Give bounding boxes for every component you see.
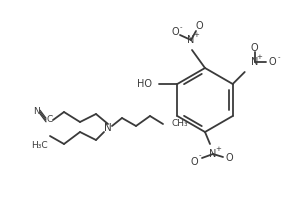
Text: O: O xyxy=(251,43,258,53)
Text: N: N xyxy=(251,57,258,67)
Text: O: O xyxy=(269,57,276,67)
Text: +: + xyxy=(215,146,221,152)
Text: N: N xyxy=(32,108,39,117)
Text: +: + xyxy=(257,54,263,60)
Text: O: O xyxy=(195,21,203,31)
Text: O: O xyxy=(171,27,179,37)
Text: +: + xyxy=(193,32,199,38)
Text: N: N xyxy=(209,149,217,159)
Text: -: - xyxy=(199,152,201,158)
Text: H₃C: H₃C xyxy=(31,140,48,149)
Text: -: - xyxy=(180,24,182,30)
Text: O: O xyxy=(190,157,198,167)
Text: C: C xyxy=(47,115,53,124)
Text: N: N xyxy=(187,35,195,45)
Text: N: N xyxy=(104,123,112,133)
Text: CH₃: CH₃ xyxy=(172,120,189,129)
Text: HO: HO xyxy=(137,79,152,89)
Text: O: O xyxy=(225,153,233,163)
Text: -: - xyxy=(278,54,280,60)
